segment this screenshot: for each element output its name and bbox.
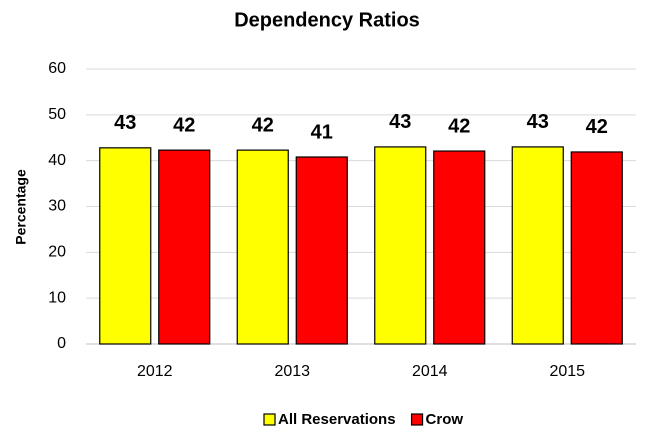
y-tick-label: 10 <box>48 289 66 306</box>
bar <box>99 147 152 345</box>
x-tick-label: 2012 <box>137 363 173 380</box>
legend-label: All Reservations <box>278 411 396 428</box>
y-tick-label: 40 <box>48 152 66 169</box>
bar <box>295 156 348 345</box>
data-label: 42 <box>252 114 274 136</box>
x-tick-label: 2013 <box>274 363 310 380</box>
legend-swatch <box>263 413 276 426</box>
legend-swatch <box>410 413 424 426</box>
bar <box>433 150 486 345</box>
bar <box>511 146 564 345</box>
y-tick-label: 0 <box>57 335 66 352</box>
bar <box>374 146 427 345</box>
x-tick-label: 2014 <box>412 363 448 380</box>
y-tick-label: 50 <box>48 106 66 123</box>
data-label: 42 <box>448 115 470 137</box>
y-tick-label: 30 <box>48 198 66 215</box>
data-label: 43 <box>114 112 136 134</box>
data-label: 41 <box>311 121 333 143</box>
data-label: 43 <box>389 111 411 133</box>
y-tick-label: 60 <box>48 60 66 77</box>
x-tick-label: 2015 <box>549 363 585 380</box>
bar <box>158 149 211 345</box>
y-axis-label: Percentage <box>13 169 29 245</box>
data-label: 42 <box>586 116 608 138</box>
data-label: 43 <box>527 111 549 133</box>
y-tick-label: 20 <box>48 244 66 261</box>
bar <box>236 149 289 345</box>
legend-label: Crow <box>426 411 464 428</box>
data-label: 42 <box>173 114 195 136</box>
chart-title: Dependency Ratios <box>234 9 420 31</box>
bar <box>570 151 623 345</box>
